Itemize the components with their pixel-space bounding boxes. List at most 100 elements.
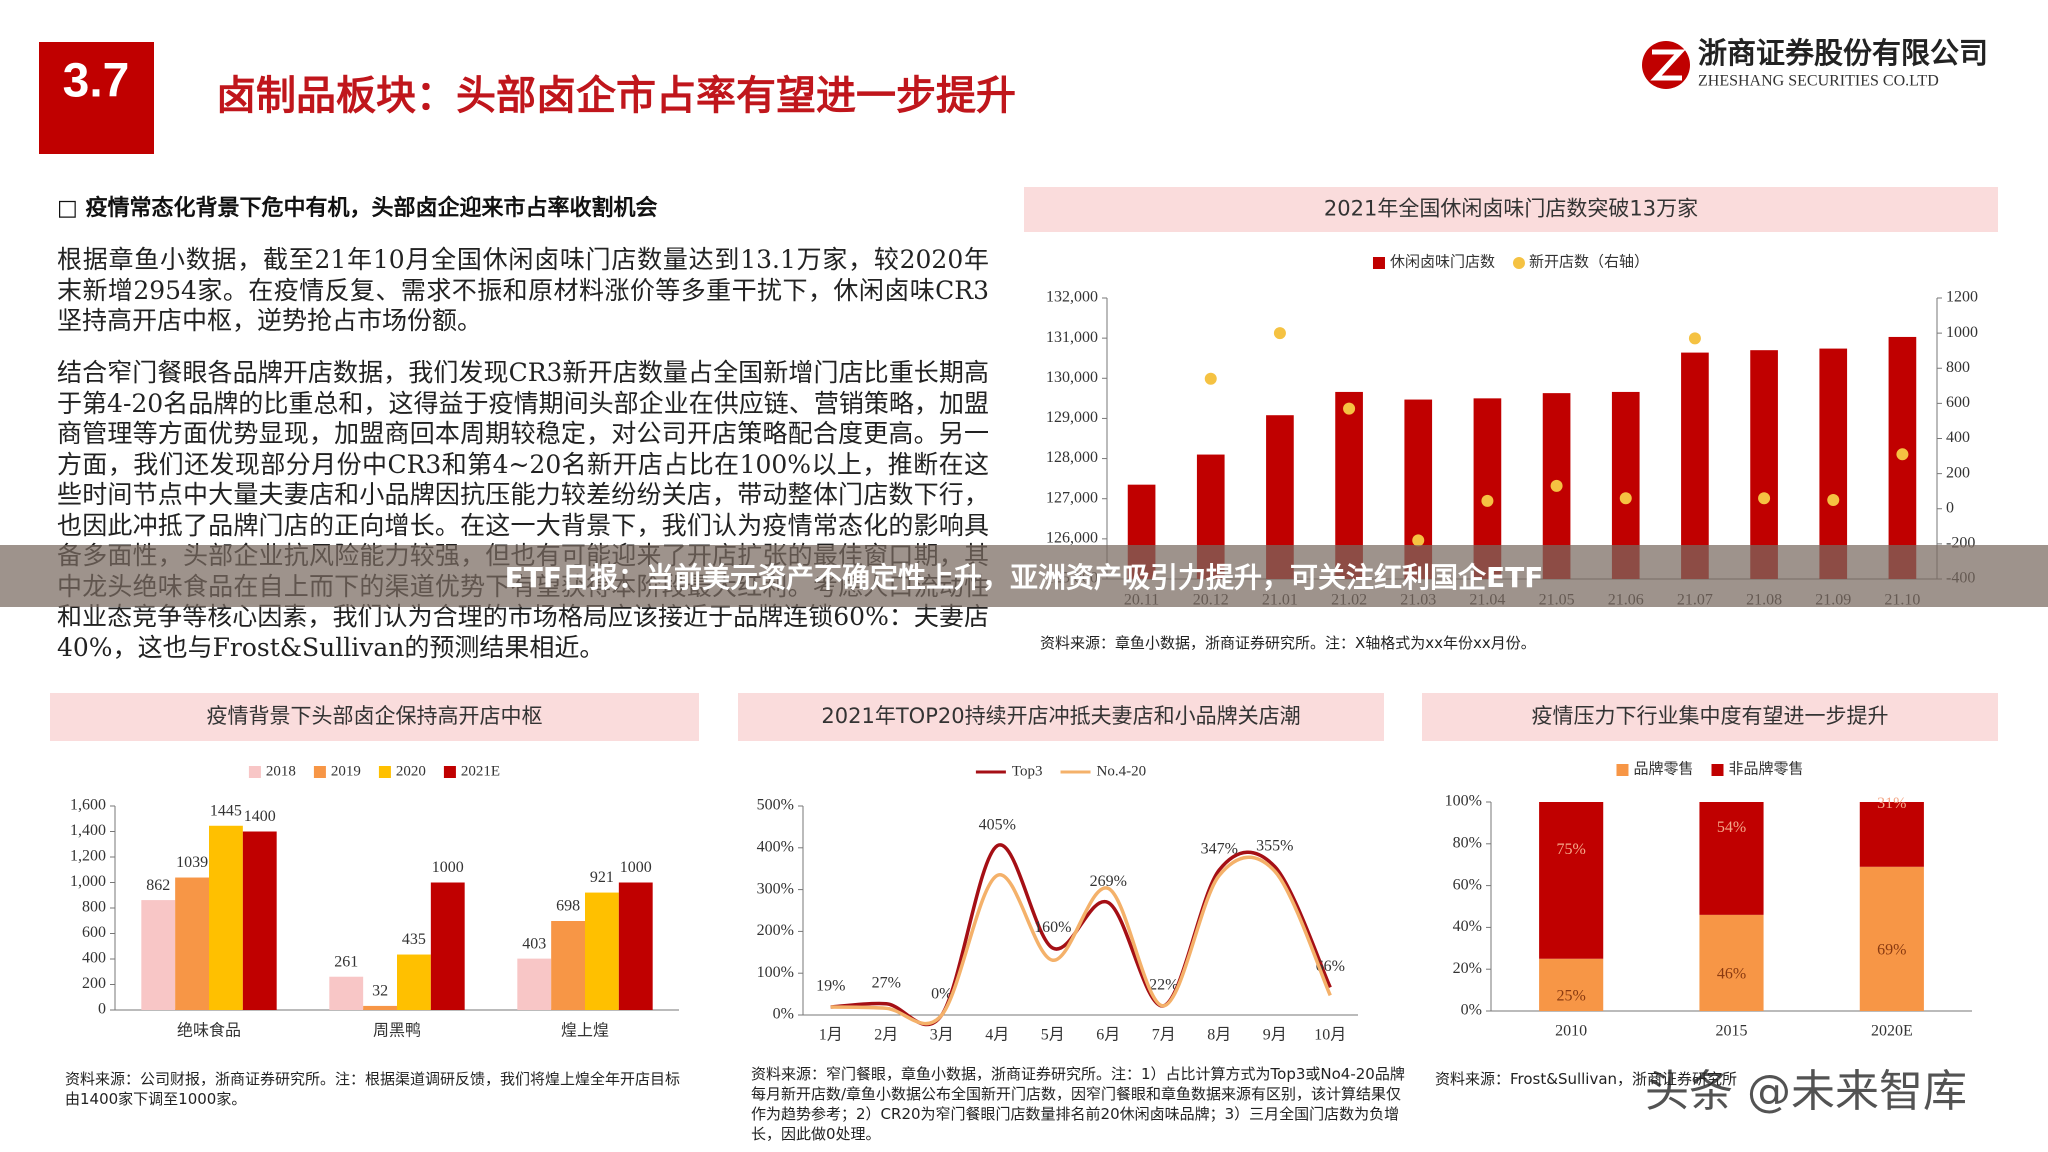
x-tick-label: 2010 xyxy=(1555,1023,1587,1040)
bar xyxy=(430,882,465,1010)
x-tick-label: 2020E xyxy=(1871,1023,1913,1040)
y2-tick-label: 1000 xyxy=(1946,324,1978,341)
y-tick-label: 60% xyxy=(1453,876,1482,893)
section-heading: □ 疫情常态化背景下危中有机，头部卤企迎来市占率收割机会 xyxy=(57,195,657,221)
legend-label: 非品牌零售 xyxy=(1729,760,1804,777)
bar-segment xyxy=(1859,866,1924,1011)
legend-marker xyxy=(443,766,456,778)
point xyxy=(1412,534,1425,547)
x-tick-label: 8月 xyxy=(1207,1027,1231,1044)
section-number: 3.7 xyxy=(63,55,130,108)
bar xyxy=(329,976,364,1010)
legend: Top3 No.4-20 xyxy=(975,763,1147,779)
source-note: 资料来源：窄门餐眼，章鱼小数据，浙商证券研究所。注：1）占比计算方式为Top3或… xyxy=(751,1065,1405,1143)
x-tick-label: 9月 xyxy=(1263,1027,1287,1044)
y2-tick-label: 200 xyxy=(1946,464,1970,481)
x-tick-label: 4月 xyxy=(985,1027,1009,1044)
paragraph: 根据章鱼小数据，截至21年10月全国休闲卤味门店数量达到13.1万家，较2020… xyxy=(57,245,989,335)
news-banner: ETF日报：当前美元资产不确定性上升，亚洲资产吸引力提升，可关注红利国企ETF xyxy=(0,545,2048,607)
bar xyxy=(141,900,176,1010)
line xyxy=(830,843,1332,1027)
y-tick-label: 127,000 xyxy=(1046,489,1098,506)
data-label: 403 xyxy=(522,935,546,952)
y-tick-label: 126,000 xyxy=(1046,530,1098,547)
legend-marker xyxy=(248,766,261,778)
legend-label: 新开店数（右轴） xyxy=(1529,253,1649,270)
y-tick-label: 200% xyxy=(757,922,794,939)
y-tick-label: 80% xyxy=(1453,834,1482,851)
legend: 品牌零售 非品牌零售 xyxy=(1616,760,1804,777)
x-tick-label: 1月 xyxy=(819,1027,843,1044)
data-label: 19% xyxy=(816,978,845,995)
point xyxy=(1619,492,1632,505)
bar xyxy=(209,825,243,1010)
point xyxy=(1758,492,1771,505)
x-tick-label: 3月 xyxy=(930,1027,954,1044)
legend-label: 2019 xyxy=(331,763,361,779)
point xyxy=(1550,479,1563,492)
y2-tick-label: 400 xyxy=(1946,429,1970,446)
point xyxy=(1343,402,1356,415)
legend-label: 品牌零售 xyxy=(1633,760,1693,777)
y-tick-label: 0% xyxy=(773,1006,794,1023)
y-tick-label: 100% xyxy=(757,964,794,981)
chart-title: 2021年TOP20持续开店冲抵夫妻店和小品牌关店潮 xyxy=(821,704,1300,728)
y-tick-label: 600 xyxy=(82,924,106,941)
y-tick-label: 300% xyxy=(757,880,794,897)
bar xyxy=(175,877,209,1010)
section-box xyxy=(39,42,154,154)
company-name-en: ZHESHANG SECURITIES CO.LTD xyxy=(1698,73,1939,90)
y-tick-label: 0% xyxy=(1461,1002,1482,1019)
legend: 2018 2019 2020 2021E xyxy=(248,763,500,779)
point xyxy=(1204,372,1217,385)
bar-segment xyxy=(1539,802,1604,959)
data-label: 32 xyxy=(372,983,388,1000)
legend-label: 2021E xyxy=(461,763,500,779)
x-tick-label: 10月 xyxy=(1314,1027,1346,1044)
y2-tick-label: 0 xyxy=(1946,499,1954,516)
x-tick-label: 2015 xyxy=(1716,1023,1748,1040)
y-tick-label: 1,600 xyxy=(70,797,106,814)
y2-tick-label: 1200 xyxy=(1946,289,1978,306)
x-tick-label: 煌上煌 xyxy=(561,1022,609,1040)
data-label: 25% xyxy=(1557,988,1586,1005)
y-tick-label: 400% xyxy=(757,838,794,855)
y2-tick-label: 800 xyxy=(1946,359,1970,376)
bar xyxy=(1819,348,1848,579)
line xyxy=(830,855,1332,1026)
y-tick-label: 1,400 xyxy=(70,822,106,839)
legend-label: No.4-20 xyxy=(1097,763,1147,779)
legend-marker xyxy=(1372,257,1385,269)
data-label: 69% xyxy=(1877,942,1906,959)
y-tick-label: 130,000 xyxy=(1046,369,1098,386)
data-label: 75% xyxy=(1557,841,1586,858)
point xyxy=(1827,493,1840,506)
bar xyxy=(517,958,552,1010)
data-label: 698 xyxy=(556,898,580,915)
source-note: 资料来源：章鱼小数据，浙商证券研究所。注：X轴格式为xx年份xx月份。 xyxy=(1040,634,1536,652)
logo-mark xyxy=(1650,49,1686,81)
source-note: 资料来源：公司财报，浙商证券研究所。注：根据渠道调研反馈，我们将煌上煌全年开店目… xyxy=(65,1070,681,1108)
data-label: 22% xyxy=(1149,976,1178,993)
title-bar xyxy=(50,693,699,741)
y-tick-label: 129,000 xyxy=(1046,409,1098,426)
data-label: 54% xyxy=(1717,819,1746,836)
legend-marker xyxy=(378,766,391,778)
bar xyxy=(618,882,653,1010)
legend-label: 2020 xyxy=(396,763,426,779)
legend-label: 休闲卤味门店数 xyxy=(1390,253,1495,270)
legend-marker xyxy=(1513,257,1525,269)
data-label: 160% xyxy=(1034,919,1071,936)
data-label: 862 xyxy=(146,877,170,894)
data-label: 355% xyxy=(1256,837,1293,854)
x-tick-label: 6月 xyxy=(1096,1027,1120,1044)
y-tick-label: 131,000 xyxy=(1046,329,1098,346)
bar-segment xyxy=(1539,958,1604,1011)
data-label: 1445 xyxy=(210,802,242,819)
x-tick-label: 周黑鸭 xyxy=(373,1022,421,1040)
bar xyxy=(551,921,585,1010)
legend-marker xyxy=(1711,764,1724,776)
y-tick-label: 1,200 xyxy=(70,848,106,865)
data-label: 435 xyxy=(402,931,426,948)
